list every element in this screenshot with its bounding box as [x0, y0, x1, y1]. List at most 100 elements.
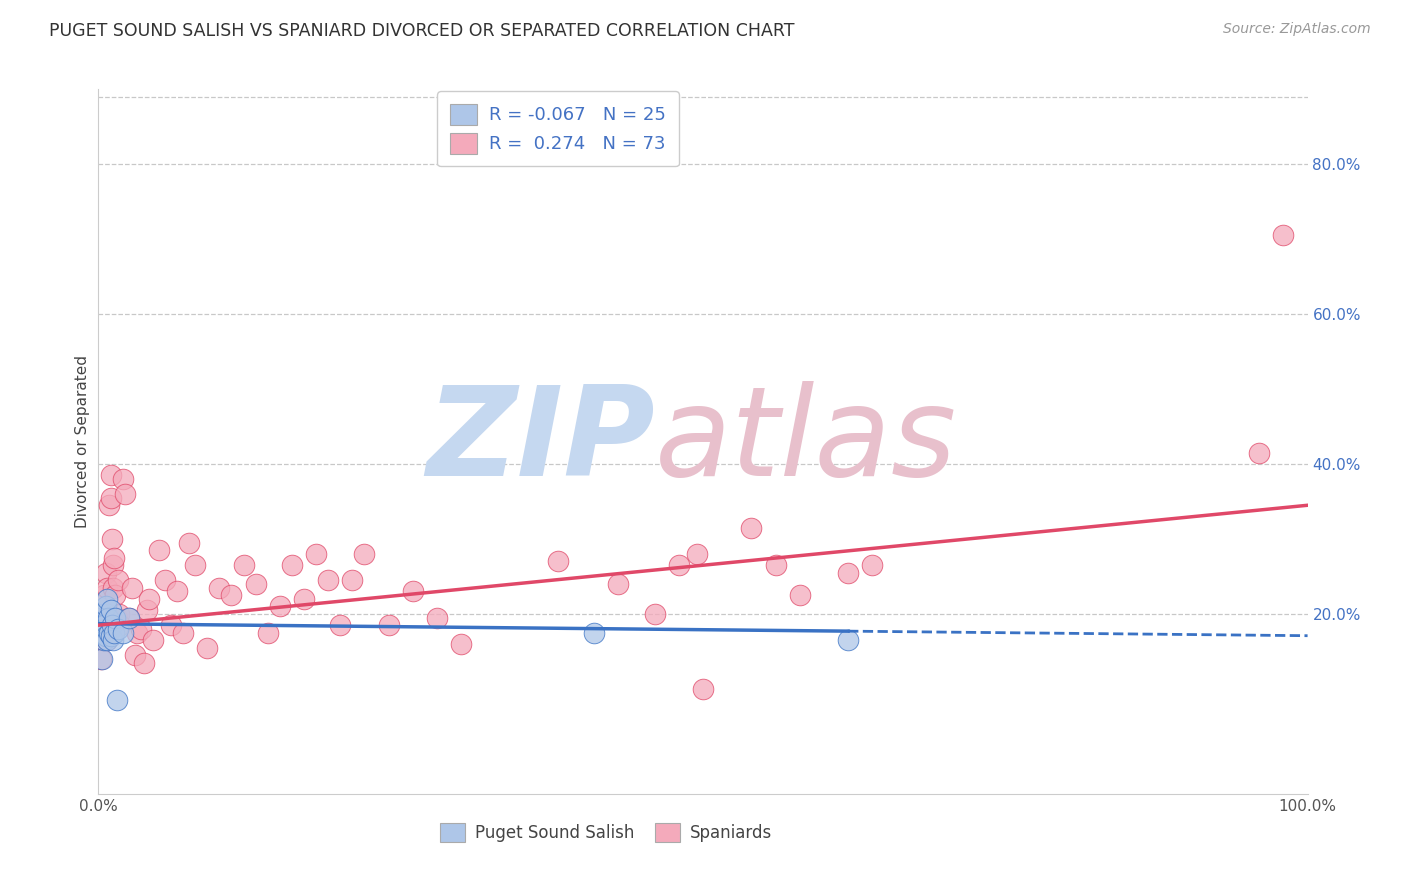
Point: [353, 547, 375, 561]
Point: [668, 558, 690, 573]
Point: [860, 558, 883, 573]
Point: [93, 618, 115, 632]
Point: [281, 558, 304, 573]
Point: [103, 550, 125, 565]
Point: [153, 573, 176, 587]
Point: [105, 611, 128, 625]
Point: [129, 622, 152, 636]
Point: [100, 532, 122, 546]
Point: [837, 633, 859, 648]
Point: [94, 566, 117, 580]
Point: [90, 652, 112, 666]
Point: [91, 618, 114, 632]
Point: [450, 637, 472, 651]
Point: [142, 633, 165, 648]
Point: [305, 547, 328, 561]
Text: atlas: atlas: [655, 381, 956, 502]
Point: [160, 618, 183, 632]
Point: [94, 615, 117, 629]
Point: [342, 573, 364, 587]
Point: [184, 558, 207, 573]
Legend: Puget Sound Salish, Spaniards: Puget Sound Salish, Spaniards: [434, 816, 779, 849]
Text: Source: ZipAtlas.com: Source: ZipAtlas.com: [1223, 22, 1371, 37]
Point: [118, 611, 141, 625]
Point: [644, 607, 666, 621]
Point: [740, 521, 762, 535]
Point: [316, 573, 339, 587]
Point: [101, 558, 124, 573]
Point: [108, 618, 131, 632]
Y-axis label: Divorced or Separated: Divorced or Separated: [75, 355, 90, 528]
Point: [134, 656, 156, 670]
Point: [111, 472, 134, 486]
Point: [89, 625, 111, 640]
Point: [111, 625, 134, 640]
Point: [91, 633, 114, 648]
Point: [91, 611, 114, 625]
Point: [837, 566, 859, 580]
Point: [107, 573, 129, 587]
Point: [94, 630, 117, 644]
Point: [104, 611, 127, 625]
Point: [118, 611, 141, 625]
Point: [98, 498, 121, 512]
Point: [292, 591, 315, 606]
Point: [172, 625, 194, 640]
Point: [101, 633, 124, 648]
Point: [179, 535, 201, 549]
Point: [124, 648, 146, 663]
Point: [98, 618, 121, 632]
Point: [108, 607, 131, 621]
Point: [96, 591, 118, 606]
Point: [107, 622, 129, 636]
Point: [91, 652, 114, 666]
Point: [100, 603, 122, 617]
Point: [135, 603, 157, 617]
Text: PUGET SOUND SALISH VS SPANIARD DIVORCED OR SEPARATED CORRELATION CHART: PUGET SOUND SALISH VS SPANIARD DIVORCED …: [49, 22, 794, 40]
Point: [195, 640, 218, 655]
Point: [93, 633, 115, 648]
Point: [90, 611, 112, 625]
Text: ZIP: ZIP: [426, 381, 655, 502]
Point: [91, 607, 114, 621]
Point: [96, 633, 118, 648]
Point: [96, 633, 118, 648]
Point: [105, 693, 128, 707]
Point: [402, 584, 425, 599]
Point: [245, 577, 267, 591]
Point: [232, 558, 254, 573]
Point: [100, 618, 122, 632]
Point: [765, 558, 787, 573]
Point: [121, 581, 143, 595]
Point: [686, 547, 709, 561]
Point: [607, 577, 630, 591]
Point: [329, 618, 352, 632]
Point: [104, 588, 127, 602]
Point: [148, 543, 170, 558]
Point: [97, 611, 120, 625]
Point: [1272, 228, 1295, 243]
Point: [692, 681, 714, 696]
Point: [114, 487, 136, 501]
Point: [547, 554, 569, 568]
Point: [426, 611, 449, 625]
Point: [789, 588, 811, 602]
Point: [89, 625, 111, 640]
Point: [583, 625, 606, 640]
Point: [93, 588, 115, 602]
Point: [100, 630, 122, 644]
Point: [97, 607, 120, 621]
Point: [166, 584, 188, 599]
Point: [138, 591, 160, 606]
Point: [93, 618, 115, 632]
Point: [96, 581, 118, 595]
Point: [101, 581, 124, 595]
Point: [100, 468, 122, 483]
Point: [127, 625, 149, 640]
Point: [377, 618, 399, 632]
Point: [221, 588, 243, 602]
Point: [94, 599, 117, 614]
Point: [103, 625, 125, 640]
Point: [1249, 446, 1271, 460]
Point: [208, 581, 231, 595]
